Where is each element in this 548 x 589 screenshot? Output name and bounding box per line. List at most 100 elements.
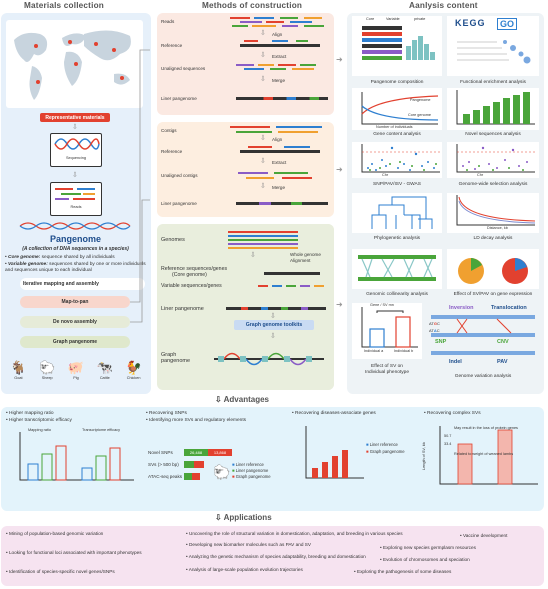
app-item-6: Analyzing the genetic mechanism of speci… (186, 554, 366, 559)
iterative-mapping-pill: Iterative mapping and assembly (20, 278, 145, 290)
down-arrow-icon: ⇩ (260, 30, 266, 37)
effect-phenotype-caption-2: Individual phenotype (364, 370, 409, 375)
advantages-panel (1, 407, 544, 511)
sheep-icon-adv: 🐑 (213, 464, 231, 480)
distance-label: Distance, kb (487, 226, 508, 230)
sheep-label: Sheep (41, 376, 53, 380)
phylogenetic-tree (352, 193, 442, 233)
selection-caption: Genome-wide selection analysis (458, 182, 528, 187)
mapping-ratio-label: Mapping ratio (28, 428, 52, 432)
app-item-9: Exploring new species germplasm resource… (380, 545, 476, 550)
down-arrow-icon: ⇩ (270, 313, 276, 320)
pangenome-curve-label: Pangenome (410, 98, 431, 102)
cattle-item: 🐄 Cattle (97, 360, 113, 390)
adv-mapping-chart: Mapping ratio Transcriptome efficacy (6, 428, 138, 504)
down-arrow-icon: ⇩ (260, 183, 266, 190)
core-legend: Core (366, 17, 375, 21)
pangenome-label: pangenome (161, 358, 191, 364)
loss-protein-note: May result in the loss of protein genes (454, 426, 518, 430)
go-logo: GO (497, 18, 518, 30)
inversion-label: Inversion (449, 305, 474, 311)
kegg-logo: KEGG (455, 18, 486, 28)
advantages-header: ⇩ Advantages (215, 395, 269, 404)
private-legend: private (414, 17, 426, 21)
de-novo-pill: De novo assembly (20, 316, 130, 328)
graph-genome-toolkits-button: Graph genome toolkits (234, 320, 314, 330)
reads-monitor-icon: Reads (50, 182, 102, 216)
chicken-label: Chicken (126, 376, 141, 380)
graph-pangenome-pill: Graph pangenome (20, 336, 130, 348)
liner-pangenome-label-3: Liner pangenome (161, 306, 204, 312)
arrow-right-icon: ➜ (336, 55, 343, 64)
variable-term: Variable genome: (8, 262, 48, 267)
app-item-11: Exploring the pathogenesis of some disea… (354, 569, 451, 574)
functional-enrichment-chart: KEGG GO (447, 16, 539, 76)
functional-enrichment-caption: Functional enrichment analysis (460, 80, 526, 85)
collinearity-chart (352, 249, 442, 289)
sv-length-axis-label: Length of SV, kb (422, 442, 426, 470)
svs-bar-green (184, 461, 194, 468)
world-map-icon (14, 30, 131, 100)
pangenome-title: Pangenome (49, 234, 101, 244)
app-item-7: Analysis of large-scale population evolu… (186, 567, 303, 572)
app-item-5: Developing new biomarker molecules such … (186, 542, 311, 547)
effect-phenotype-caption: Effect of SV on (371, 364, 403, 369)
animals-row: 🐐 Goat 🐑 Sheep 🐖 Pig 🐄 Cattle 🐓 Chicken (4, 360, 148, 390)
snp-label: SNP (435, 339, 447, 345)
down-arrow-icon: ⇩ (72, 124, 78, 131)
app-item-10: Evolution of chromosomes and speciation (380, 557, 470, 562)
core-definition: sequence shared by all individuals (41, 255, 115, 260)
align-label: Align (272, 32, 283, 37)
down-arrow-icon: ⇩ (270, 333, 276, 340)
reads-label: Reads (70, 205, 82, 209)
cnv-label: CNV (497, 339, 509, 345)
variable-definition: sequences shared by one or more individu… (5, 262, 146, 273)
novel-sequences-chart (447, 88, 539, 130)
goat-item: 🐐 Goat (10, 360, 26, 390)
weaned-lambs-note: Related to weight of weaned lambs (454, 452, 514, 456)
selection-chart: Chr (447, 142, 539, 178)
num-individuals-label: Number of individuals (376, 125, 413, 129)
gwas-caption: SNP/PAV/ISV - GWAS (373, 182, 421, 187)
collinearity-caption: Genomic collinearity analysis (366, 292, 428, 297)
world-map (6, 20, 143, 108)
indel-label: Indel (449, 359, 462, 365)
app-item-8: Vaccine development (460, 533, 507, 538)
adv-recovering-snps: Recovering SNPs (146, 411, 187, 416)
adv-complex-svs-chart: Length of SV, kb May result in the loss … (422, 420, 542, 508)
reference-label-2: Reference (161, 149, 183, 154)
align-label-2: Align (272, 137, 283, 142)
adv-transcriptomic: Higher transcriptomic efficacy (6, 418, 72, 423)
dna-helix-icon (19, 222, 131, 230)
genome-variation-caption: Genome variation analysis (454, 374, 512, 379)
novel-snps-label: Novel SNPs (148, 450, 173, 455)
app-item-1: Mining of population-based genomic varia… (6, 531, 103, 536)
down-arrow-icon: ⇩ (72, 172, 78, 179)
atac-label: ATAC-seq peaks (148, 474, 183, 479)
down-arrow-icon: ⇩ (260, 52, 266, 59)
chr-axis-label-2: Chr (477, 173, 484, 177)
ld-decay-caption: LD decay analysis (473, 236, 513, 241)
connector-lines (130, 49, 150, 323)
effect-expression-caption: Effect of SV/PAV on gene expression (453, 292, 533, 297)
effect-expression-chart (447, 249, 539, 289)
goat-label: Goat (14, 376, 23, 380)
pangenome-definition: (A collection of DNA sequences in a spec… (22, 246, 129, 252)
liner-pangenome-label: Liner pangenome (161, 96, 197, 101)
novel-sequences-caption: Novel sequences analysis (465, 132, 521, 137)
graph-pangenome-diagram (214, 352, 324, 366)
effect-phenotype-chart: Gene / SV mn Individual a Individual b (352, 303, 422, 359)
extract-label: Extract (272, 54, 287, 59)
legend-graph-pg-3: ■ Graph pangenome (366, 449, 405, 454)
genomes-label: Genomes (161, 237, 185, 243)
down-arrow-icon: ⇩ (260, 158, 266, 165)
contigs-label: Contigs (161, 128, 177, 133)
legend-graph-pangenome: ■ Graph pangenome (232, 474, 271, 479)
adv-mapping-ratio: Higher mapping ratio (6, 411, 54, 416)
pav-label: PAV (497, 359, 508, 365)
sequencer-monitor-icon: Sequencing (50, 133, 102, 167)
genome-variation-diagram: Inversion Translocation ATGC ATAC SNP CN… (427, 303, 539, 371)
core-genome-def: • Core genome: sequence shared by all in… (5, 255, 115, 260)
merge-label-2: Merge (272, 185, 286, 190)
ld-decay-chart: Distance, kb (447, 193, 539, 233)
